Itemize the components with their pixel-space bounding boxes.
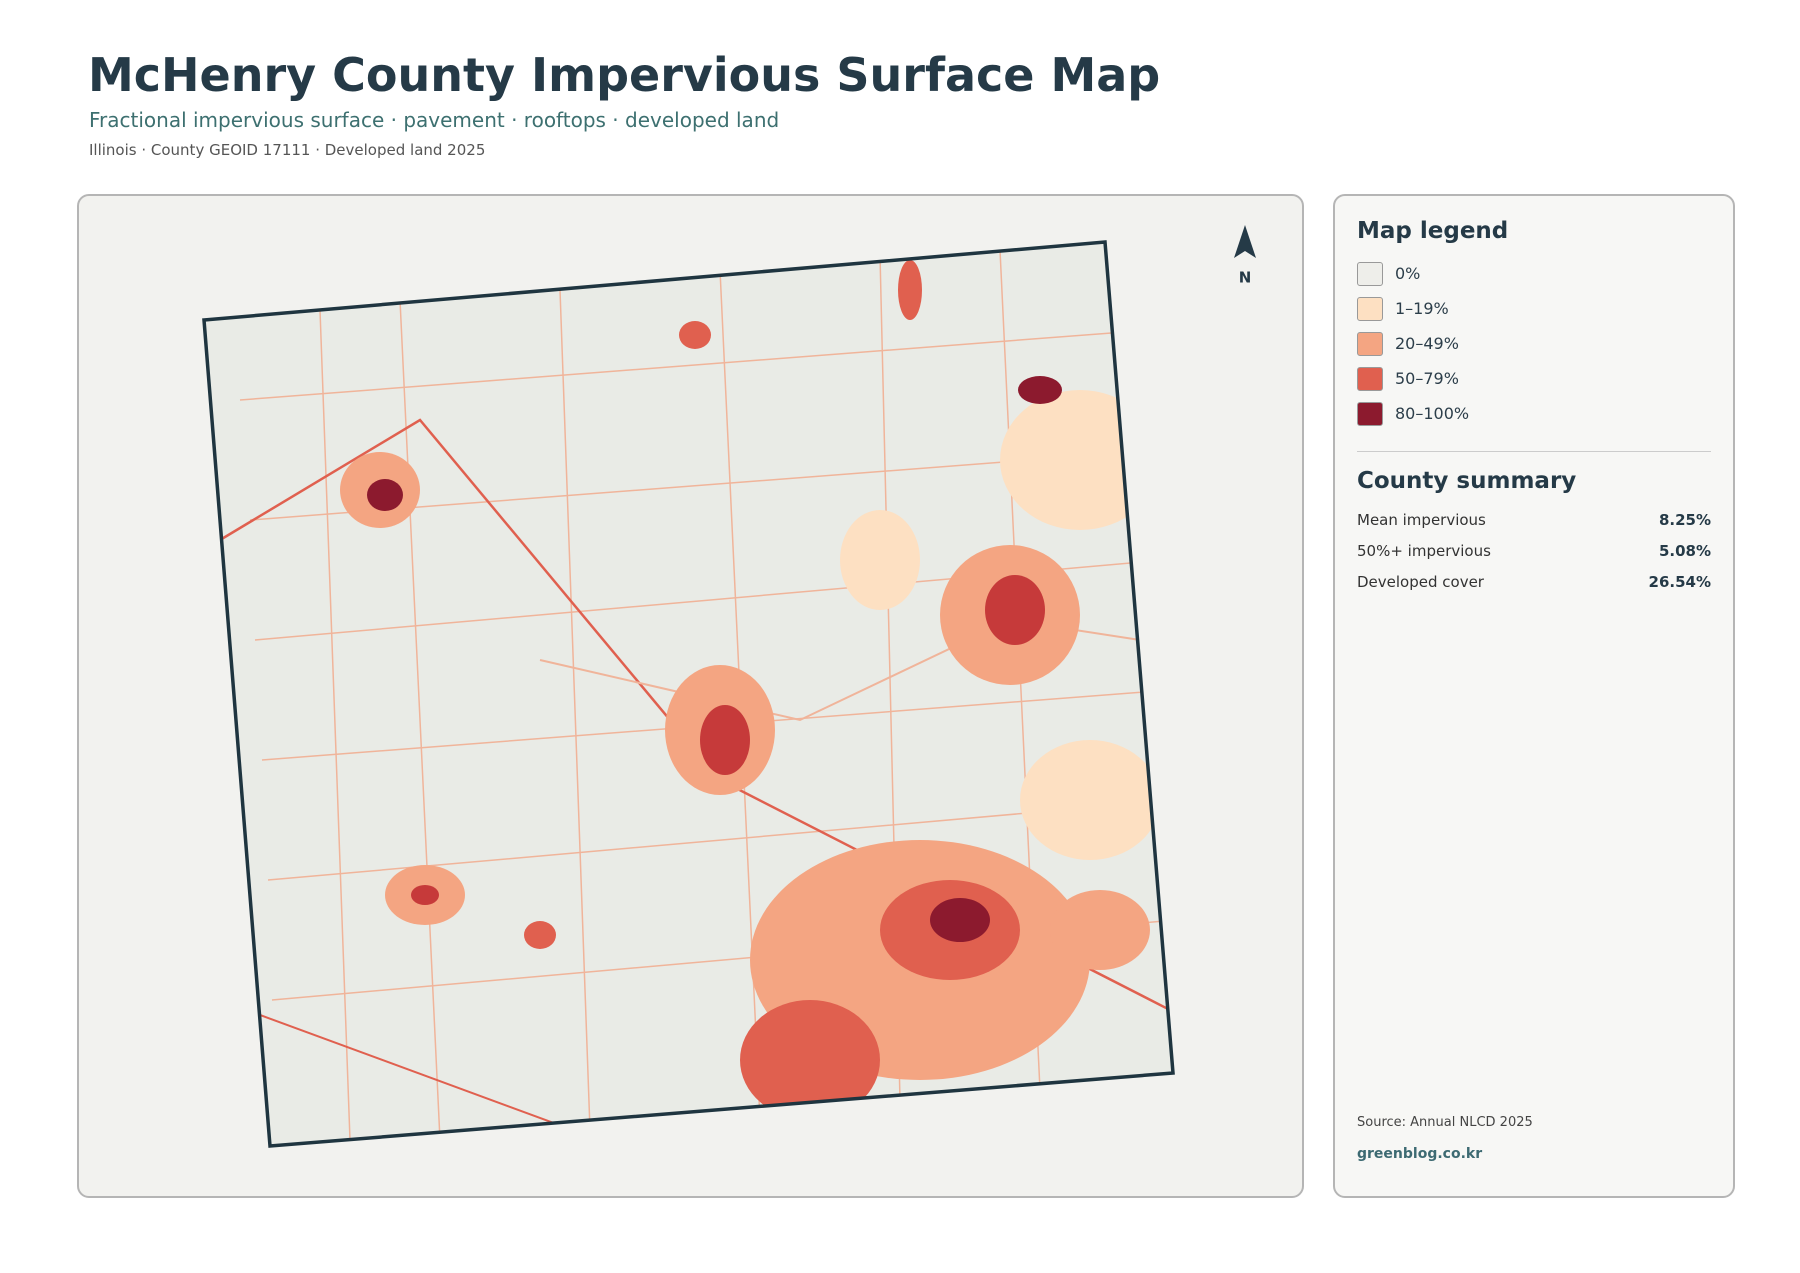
- side-panel: Map legend 0% 1–19% 20–49% 50–79% 80–100% Co…: [1333, 194, 1735, 1198]
- legend-item: 0%: [1357, 256, 1711, 291]
- divider: [1357, 451, 1711, 452]
- legend-label: 20–49%: [1395, 334, 1459, 353]
- source: Source: Annual NLCD 2025: [1357, 1115, 1533, 1130]
- legend-swatch: [1357, 401, 1383, 426]
- legend-item: 20–49%: [1357, 326, 1711, 361]
- summary-row: Developed cover 26.54%: [1357, 566, 1711, 597]
- legend-label: 80–100%: [1395, 404, 1470, 423]
- legend-title: Map legend: [1357, 218, 1509, 244]
- legend-items: 0% 1–19% 20–49% 50–79% 80–100%: [1357, 256, 1711, 431]
- legend-item: 80–100%: [1357, 396, 1711, 431]
- legend-swatch: [1357, 261, 1383, 286]
- legend-swatch: [1357, 366, 1383, 391]
- north-arrow: [1234, 225, 1256, 258]
- summary-value: 8.25%: [1658, 510, 1711, 529]
- summary-label: Mean impervious: [1357, 510, 1486, 529]
- legend-swatch: [1357, 296, 1383, 321]
- north-label: N: [1239, 269, 1252, 287]
- legend: Map legend 0% 1–19% 20–49% 50–79% 80–100% Co…: [1357, 218, 1711, 597]
- legend-label: 0%: [1395, 264, 1421, 283]
- summary-value: 26.54%: [1648, 572, 1711, 591]
- summary-label: 50%+ impervious: [1357, 541, 1491, 560]
- developed-areas: [340, 260, 1160, 1120]
- legend-label: 1–19%: [1395, 299, 1449, 318]
- summary-title: County summary: [1357, 468, 1577, 494]
- summary-row: Mean impervious 8.25%: [1357, 504, 1711, 535]
- legend-label: 50–79%: [1395, 369, 1459, 388]
- legend-item: 1–19%: [1357, 291, 1711, 326]
- subtitle: Fractional impervious surface · pavement…: [89, 108, 780, 132]
- title: McHenry County Impervious Surface Map: [88, 48, 1161, 102]
- site: greenblog.co.kr: [1357, 1146, 1483, 1162]
- summary-rows: Mean impervious 8.25% 50%+ impervious 5.08%…: [1357, 504, 1711, 597]
- meta: Illinois · County GEOID 17111 · Develope…: [89, 141, 486, 159]
- summary-row: 50%+ impervious 5.08%: [1357, 535, 1711, 566]
- summary-label: Developed cover: [1357, 572, 1484, 591]
- impervious-layer: [219, 249, 1173, 1141]
- summary-value: 5.08%: [1658, 541, 1711, 560]
- legend-item: 50–79%: [1357, 361, 1711, 396]
- county-boundary: [202, 240, 1175, 1148]
- legend-swatch: [1357, 331, 1383, 356]
